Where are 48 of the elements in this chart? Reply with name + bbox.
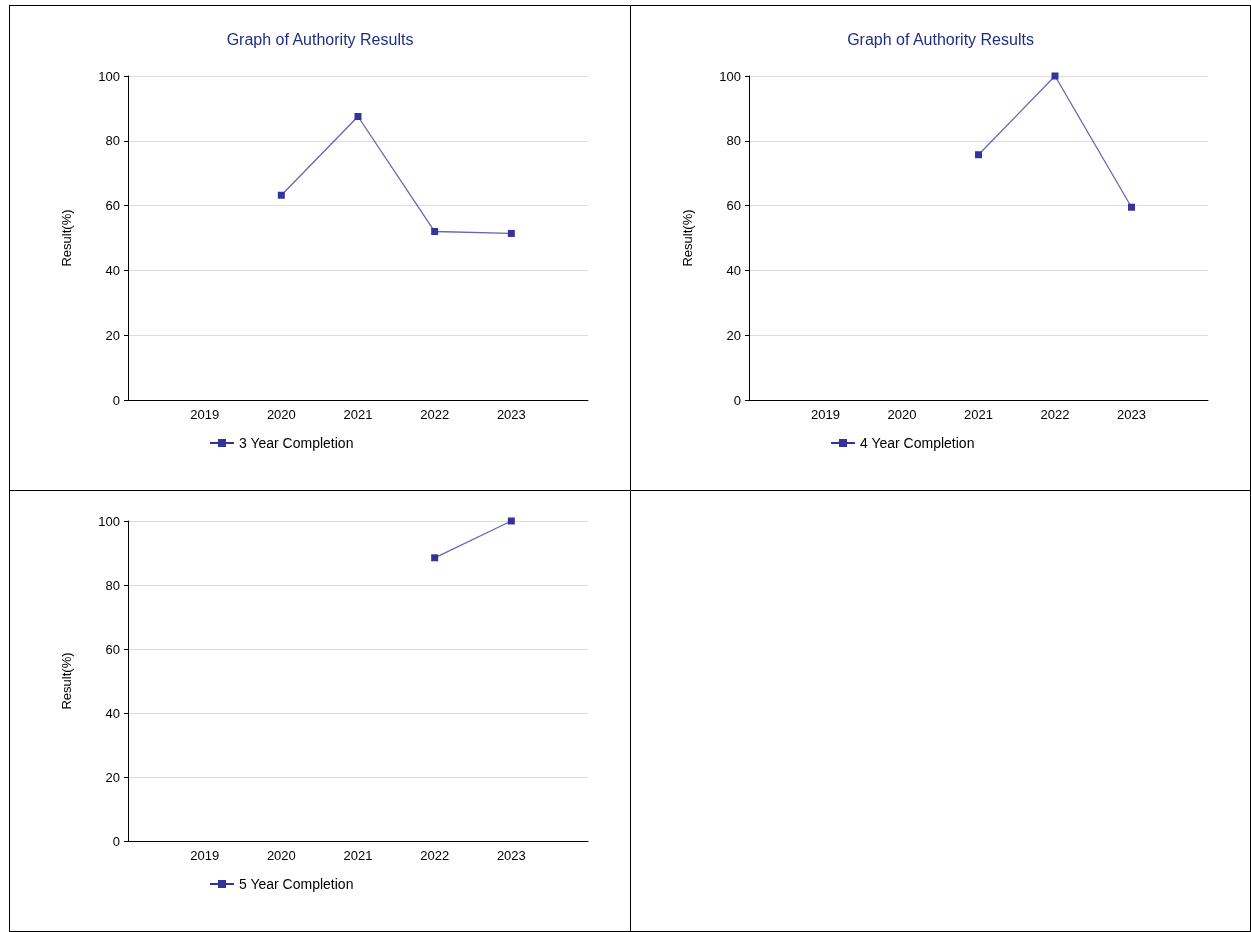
x-tick-label: 2023 xyxy=(496,407,526,422)
x-tick-label: 2022 xyxy=(420,848,450,863)
x-tick-label: 2022 xyxy=(420,407,450,422)
y-tick-label: 100 xyxy=(98,513,120,529)
x-tick-label: 2021 xyxy=(964,407,993,422)
x-tick-label: 2019 xyxy=(190,407,220,422)
y-tick-label: 60 xyxy=(105,641,120,657)
legend-label: 3 Year Completion xyxy=(239,435,354,451)
y-tick-label: 0 xyxy=(112,392,120,408)
legend-label: 4 Year Completion xyxy=(860,435,975,451)
y-tick-label: 60 xyxy=(726,198,741,214)
y-tick-label: 40 xyxy=(105,262,120,278)
x-tick-label: 2021 xyxy=(343,407,373,422)
x-tick-label: 2022 xyxy=(1040,407,1070,422)
x-tick-label: 2023 xyxy=(496,848,526,863)
y-tick-label: 20 xyxy=(105,327,120,343)
y-axis-title: Result(%) xyxy=(59,209,74,267)
y-tick-label: 60 xyxy=(105,198,120,214)
point xyxy=(277,191,285,199)
y-tick-label: 20 xyxy=(726,327,741,343)
point xyxy=(507,229,515,237)
y-tick-label: 80 xyxy=(105,577,120,593)
chart-title: Graph of Authority Results xyxy=(847,30,1034,48)
y-tick-label: 0 xyxy=(733,392,741,408)
x-tick-label: 2019 xyxy=(190,848,220,863)
y-tick-label: 40 xyxy=(726,262,741,278)
point xyxy=(431,228,439,236)
x-tick-label: 2021 xyxy=(343,848,373,863)
point xyxy=(1051,72,1059,80)
y-tick-label: 80 xyxy=(105,133,120,149)
x-tick-label: 2020 xyxy=(266,407,296,422)
y-axis-title: Result(%) xyxy=(680,209,695,267)
y-tick-label: 0 xyxy=(112,833,120,849)
y-axis-title: Result(%) xyxy=(59,652,74,710)
x-tick-label: 2020 xyxy=(887,407,917,422)
point xyxy=(1128,203,1135,211)
y-tick-label: 100 xyxy=(719,68,741,84)
legend-label: 5 Year Completion xyxy=(239,876,354,892)
x-tick-label: 2020 xyxy=(266,848,296,863)
y-tick-label: 80 xyxy=(726,133,741,149)
chart-title: Graph of Authority Results xyxy=(226,30,414,48)
point xyxy=(975,151,982,159)
y-tick-label: 40 xyxy=(105,705,120,721)
x-tick-label: 2019 xyxy=(811,407,840,422)
y-tick-label: 100 xyxy=(98,68,120,84)
x-tick-label: 2023 xyxy=(1117,407,1146,422)
y-tick-label: 20 xyxy=(105,769,120,785)
point xyxy=(354,113,362,120)
